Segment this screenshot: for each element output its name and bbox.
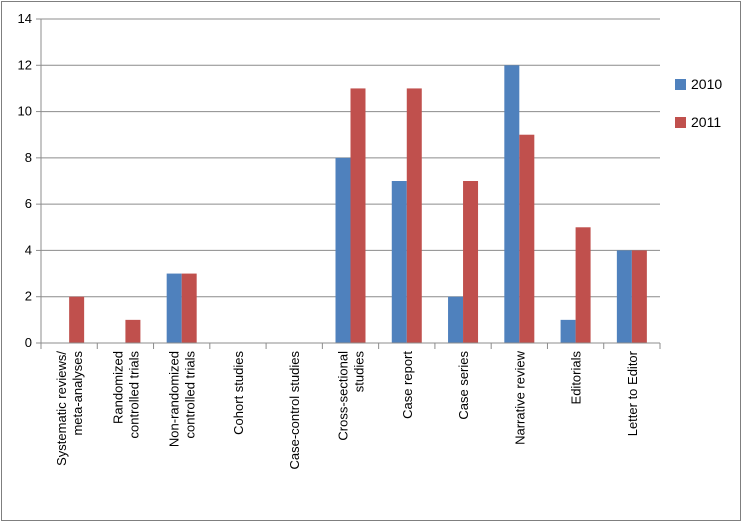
x-category-label: Narrative review — [512, 350, 527, 445]
bar-2011-7 — [463, 181, 479, 343]
bar-2011-0 — [69, 296, 85, 343]
bar-2010-10 — [616, 250, 632, 343]
bar-2011-10 — [631, 250, 647, 343]
bar-2011-1 — [125, 319, 141, 343]
x-category-label: Cohort studies — [231, 351, 246, 435]
bar-2010-7 — [448, 296, 464, 343]
x-category-label: Non-randomized — [167, 351, 182, 447]
x-category-label: controlled trials — [183, 351, 198, 439]
bar-2011-2 — [181, 273, 197, 343]
y-axis-ticks: 0 2 4 6 8 10 12 14 — [18, 11, 41, 350]
y-tick-label: 4 — [25, 242, 32, 257]
bar-2011-6 — [406, 88, 422, 343]
bar-2010-9 — [560, 319, 576, 343]
x-category-label: controlled trials — [126, 351, 141, 439]
bar-2011-8 — [519, 134, 535, 343]
x-category-label: Cross-sectional — [336, 351, 351, 441]
axes — [40, 19, 661, 349]
x-category-label: Randomized — [110, 351, 125, 424]
x-category-label: studies — [352, 351, 367, 393]
y-tick-label: 6 — [25, 196, 32, 211]
y-tick-label: 0 — [25, 335, 32, 350]
bar-2010-8 — [504, 65, 520, 344]
x-category-label: Editorials — [569, 351, 584, 405]
x-axis-labels: Systematic reviews/meta-analyses Randomiz… — [54, 350, 640, 469]
legend-label-2011: 2011 — [691, 114, 721, 130]
y-tick-label: 14 — [18, 11, 32, 26]
x-category-label: Case report — [400, 351, 415, 419]
x-category-label: Case series — [456, 351, 471, 420]
bar-2011-9 — [575, 227, 591, 343]
legend-swatch-2011 — [675, 117, 686, 128]
y-tick-label: 2 — [25, 289, 32, 304]
x-category-label: Letter to Editor — [625, 350, 640, 436]
x-category-label: Systematic reviews/ — [54, 351, 69, 466]
y-tick-label: 10 — [18, 104, 32, 119]
bar-2010-6 — [391, 181, 407, 343]
bar-2011-5 — [350, 88, 366, 343]
legend: 2010 2011 — [675, 76, 722, 130]
legend-swatch-2010 — [675, 79, 686, 90]
y-tick-label: 12 — [18, 57, 32, 72]
legend-label-2010: 2010 — [691, 76, 722, 92]
x-category-label: meta-analyses — [70, 351, 85, 436]
bars — [69, 65, 647, 344]
bar-2010-5 — [335, 157, 351, 343]
y-tick-label: 8 — [25, 150, 32, 165]
bar-2010-2 — [166, 273, 182, 343]
x-category-label: Case-control studies — [287, 351, 302, 470]
